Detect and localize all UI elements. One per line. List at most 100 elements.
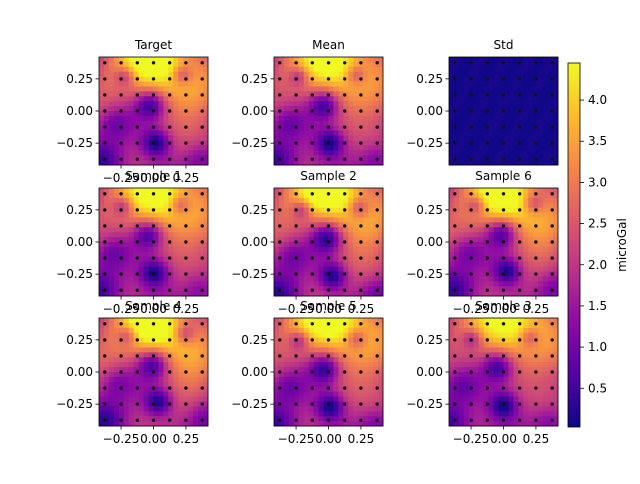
heatmap-cell: [493, 207, 499, 213]
heatmap-cell: [503, 327, 509, 334]
heatmap-cell: [158, 81, 164, 87]
heatmap-cell: [378, 111, 384, 117]
heatmap-cell: [103, 140, 110, 146]
heatmap-cell: [533, 367, 539, 373]
heatmap-cell: [478, 125, 485, 132]
heatmap-cell: [458, 337, 465, 343]
heatmap-cell: [498, 227, 504, 233]
heatmap-cell: [148, 271, 154, 277]
heatmap-cell: [473, 342, 480, 348]
heatmap-cell: [363, 155, 369, 161]
heatmap-cell: [463, 188, 470, 194]
heatmap-cell: [348, 401, 354, 407]
heatmap-cell: [373, 251, 379, 258]
heatmap-cell: [468, 101, 475, 107]
heatmap-cell: [298, 71, 305, 78]
heatmap-cell: [99, 150, 105, 156]
heatmap-cell: [463, 281, 470, 287]
heatmap-cell: [328, 202, 334, 209]
heatmap-cell: [188, 391, 194, 397]
station-point: [534, 288, 538, 292]
heatmap-cell: [118, 347, 125, 353]
heatmap-cell: [488, 367, 494, 373]
heatmap-cell: [508, 57, 514, 63]
station-point: [200, 272, 204, 276]
heatmap-cell: [323, 276, 329, 282]
heatmap-cell: [468, 276, 475, 282]
station-point: [103, 370, 107, 374]
heatmap-cell: [333, 57, 339, 63]
x-tick-label: −0.25: [453, 432, 490, 446]
heatmap-cell: [503, 86, 509, 92]
heatmap-cell: [173, 281, 179, 287]
heatmap-cell: [368, 145, 374, 151]
heatmap-cell: [358, 347, 364, 353]
heatmap-cell: [498, 396, 504, 402]
heatmap-cell: [523, 411, 529, 417]
heatmap-cell: [193, 86, 199, 92]
heatmap-cell: [99, 91, 105, 97]
heatmap-cell: [188, 61, 194, 68]
heatmap-cell: [368, 160, 374, 166]
heatmap-cell: [518, 160, 524, 166]
heatmap-cell: [463, 222, 470, 228]
heatmap-cell: [513, 332, 519, 339]
heatmap-cell: [508, 76, 514, 82]
heatmap-cell: [293, 232, 300, 238]
heatmap-cell: [553, 391, 559, 397]
heatmap-cell: [508, 227, 514, 233]
heatmap-cell: [178, 227, 184, 233]
station-point: [453, 240, 457, 244]
heatmap-cell: [198, 57, 204, 63]
heatmap-cell: [348, 57, 354, 63]
station-point: [375, 256, 379, 260]
heatmap-cell: [318, 76, 324, 82]
heatmap-cell: [498, 207, 504, 213]
heatmap-cell: [473, 101, 480, 107]
station-point: [294, 77, 298, 81]
heatmap-cell: [503, 155, 509, 161]
heatmap-cell: [148, 322, 154, 329]
heatmap-cell: [193, 401, 199, 407]
heatmap-cell: [473, 246, 480, 253]
station-point: [151, 125, 156, 129]
heatmap-cell: [278, 232, 285, 238]
heatmap-cell: [368, 150, 374, 156]
heatmap-cell: [488, 251, 494, 258]
heatmap-cell: [103, 256, 110, 263]
heatmap-cell: [203, 188, 209, 194]
heatmap-cell: [274, 376, 280, 383]
heatmap-cell: [283, 416, 290, 422]
station-point: [310, 418, 314, 422]
heatmap-cell: [298, 66, 305, 73]
heatmap-cell: [453, 125, 460, 132]
heatmap-cell: [458, 246, 465, 253]
heatmap-cell: [473, 96, 480, 102]
heatmap-cell: [458, 115, 465, 122]
heatmap-cell: [538, 81, 544, 87]
heatmap-cell: [323, 91, 329, 97]
heatmap-cell: [318, 125, 324, 132]
heatmap-cell: [373, 411, 379, 417]
heatmap-cell: [278, 246, 285, 253]
heatmap-cell: [458, 266, 465, 272]
heatmap-cell: [503, 106, 509, 112]
heatmap-cell: [348, 222, 354, 228]
heatmap-cell: [283, 120, 290, 127]
heatmap-cell: [523, 188, 529, 194]
heatmap-cell: [488, 386, 494, 393]
heatmap-cell: [168, 160, 174, 166]
heatmap-cell: [99, 207, 105, 213]
heatmap-cell: [378, 61, 384, 68]
heatmap-cell: [99, 256, 105, 263]
heatmap-cell: [303, 86, 310, 92]
heatmap-cell: [553, 130, 559, 136]
station-point: [184, 272, 188, 276]
heatmap-cell: [163, 150, 169, 156]
heatmap-cell: [553, 91, 559, 97]
heatmap-cell: [113, 130, 120, 136]
heatmap-cell: [348, 318, 354, 324]
heatmap-cell: [198, 391, 204, 397]
heatmap-cell: [378, 145, 384, 151]
heatmap-cell: [143, 57, 149, 63]
